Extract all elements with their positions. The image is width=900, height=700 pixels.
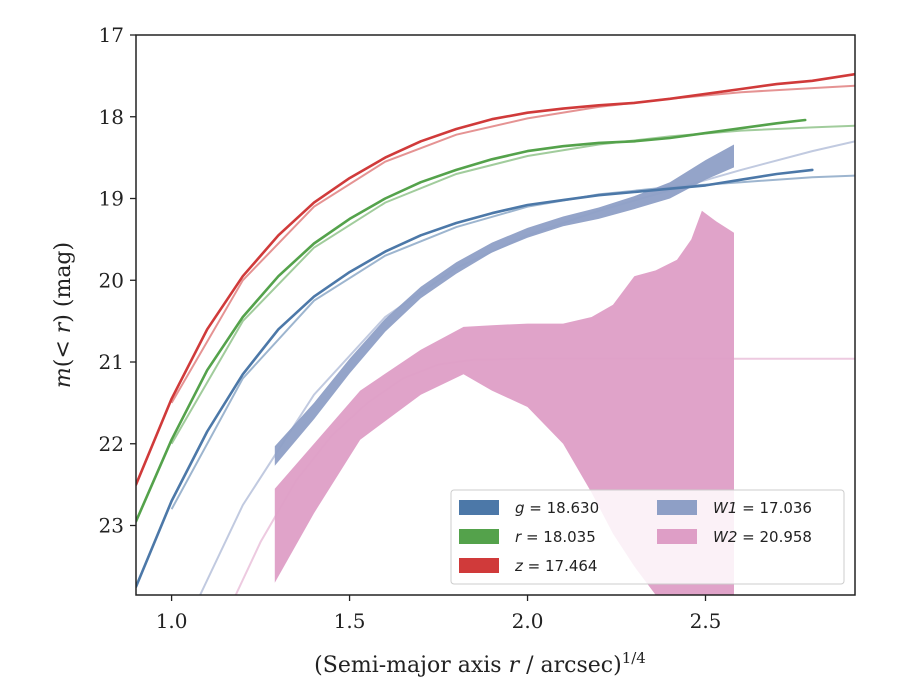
- legend-label-w2: W2 = 20.958: [713, 528, 812, 546]
- legend-swatch-r: [459, 529, 499, 544]
- y-tick-label: 20: [99, 268, 124, 292]
- x-tick-label: 1.5: [334, 609, 366, 633]
- x-tick-label: 1.0: [156, 609, 188, 633]
- y-tick-label: 22: [99, 432, 124, 456]
- legend-frame: [450, 489, 845, 585]
- band-w1: [274, 144, 734, 466]
- plot-frame: [135, 34, 856, 596]
- model-line-g: [170, 174, 855, 510]
- legend: g = 18.630 r = 18.035 z = 17.464 W1 = 17.03…: [450, 489, 845, 585]
- series-line-z: [136, 72, 855, 486]
- profile-lines: [136, 72, 855, 589]
- legend-swatch-z: [459, 558, 499, 573]
- y-tick-label: 18: [99, 105, 124, 129]
- x-axis-ticks: 1.0 1.5 2.0 2.5: [156, 595, 722, 633]
- legend-swatch-w1: [657, 500, 697, 515]
- legend-label-g: g = 18.630: [515, 499, 599, 517]
- series-line-r: [136, 118, 807, 523]
- y-tick-label: 23: [99, 514, 124, 538]
- y-axis-ticks: 17 18 19 20 21 22 23: [99, 23, 136, 538]
- series-line-g: [136, 168, 814, 589]
- y-tick-label: 19: [99, 187, 124, 211]
- y-tick-label: 17: [99, 23, 124, 47]
- model-line-r: [170, 124, 855, 445]
- x-tick-label: 2.0: [512, 609, 544, 633]
- x-axis-label: (Semi-major axis r / arcsec)1/4: [314, 649, 646, 678]
- x-tick-label: 2.5: [690, 609, 722, 633]
- y-axis-label: m(< r) (mag): [51, 242, 76, 388]
- legend-label-r: r = 18.035: [515, 528, 596, 546]
- legend-swatch-w2: [657, 529, 697, 544]
- legend-label-w1: W1 = 17.036: [713, 499, 812, 517]
- legend-label-z: z = 17.464: [514, 557, 597, 575]
- y-tick-label: 21: [99, 350, 124, 374]
- model-line-z: [170, 84, 855, 404]
- legend-swatch-g: [459, 500, 499, 515]
